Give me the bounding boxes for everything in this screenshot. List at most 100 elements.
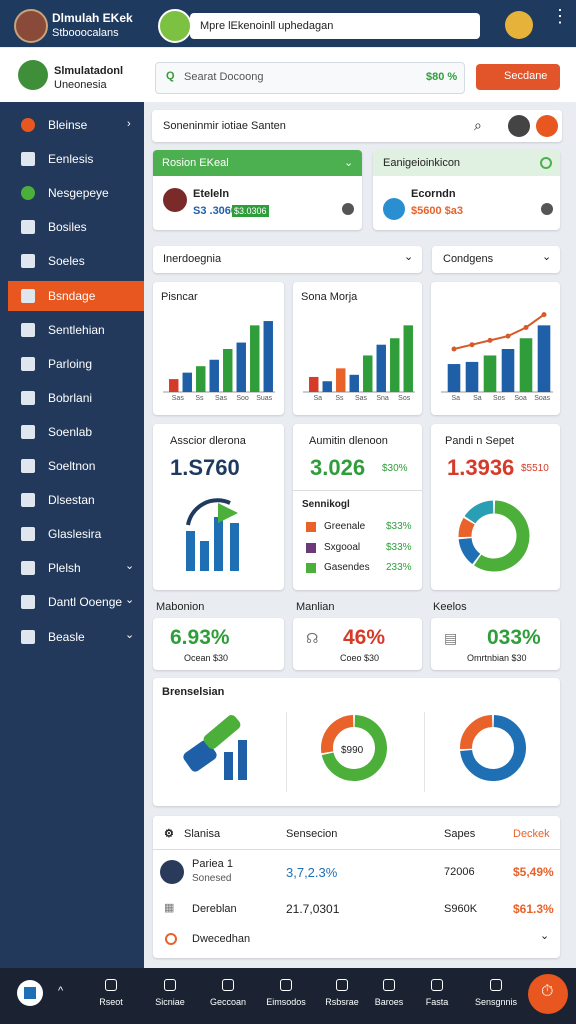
cell: Dereblan [192,903,237,915]
card-header [153,150,362,176]
nav-item[interactable]: Bobrlani [48,390,93,405]
button-label[interactable]: Secdane [504,70,548,82]
account-value: S3 .3060 [193,205,238,217]
divider [286,712,287,792]
avatar[interactable] [14,9,48,43]
fab-icon: ⏱ [541,983,554,1000]
row-avatar [160,860,184,884]
kpi-value: 6.93% [170,626,230,649]
nav-arrow: ⌄ [125,560,135,573]
cell: Pariea 1 [192,858,233,870]
nav-item[interactable]: Plelsh [48,561,81,576]
menu-dots[interactable]: ⋮ [551,6,569,26]
search-icon: Q [166,70,175,82]
card-header-text: Rosion EKeal [162,157,229,169]
table-header: Slanisa [184,828,221,840]
nav-icon[interactable] [105,979,117,991]
legend-name: Sxgooal [324,541,361,553]
bottom-nav-item[interactable]: Baroes [374,997,404,1007]
kpi-icon: ☊ [306,630,319,646]
chat-icon[interactable] [158,9,192,43]
nav-item[interactable]: Eenlesis [48,152,94,167]
bottom-nav-item[interactable]: Eimsodos [266,997,306,1007]
nav-item[interactable]: Glaslesira [48,527,102,542]
bottom-nav-item[interactable]: Rseot [99,997,123,1007]
nav-icon [21,118,35,132]
nav-item[interactable]: Soenlab [48,424,93,439]
user-avatar[interactable] [505,11,533,39]
legend-value: $33% [386,521,412,532]
nav-item[interactable]: Sentlehian [48,322,105,337]
search-value: $80 % [426,71,458,83]
bottom-nav-item[interactable]: Sicniae [155,997,185,1007]
home-icon [24,987,36,999]
panel-search-text: Soneninmir iotiae Santen [163,120,286,132]
nav-icon[interactable] [164,979,176,991]
chevron[interactable]: ⌄ [344,157,354,169]
kpi-card [153,618,284,670]
legend-name: Gasendes [324,562,370,573]
nav-icon[interactable] [222,979,234,991]
nav-arrow: ⌄ [125,594,135,607]
filter[interactable] [153,246,422,273]
avatar[interactable] [508,115,530,137]
account-badge: $3.0306 [232,205,269,217]
divider [293,490,422,491]
nav-icon[interactable] [431,979,443,991]
stat-card [431,424,560,590]
nav-icon [21,220,35,235]
bottom-nav-item[interactable]: Rsbsrae [325,997,359,1007]
chart-title: Sona Morja [301,291,358,303]
account-icon [383,198,405,220]
chart-card [293,282,422,415]
account-name: Ecorndn [411,188,456,200]
nav-icon[interactable] [383,979,395,991]
panel-search[interactable] [152,110,562,142]
app-title: Dlmulah EKek [52,11,133,25]
nav-icon[interactable] [280,979,292,991]
nav-icon [21,595,35,610]
nav-item[interactable]: Soeltnon [48,459,96,473]
kpi-value: 033% [487,626,541,649]
kpi-card [293,618,422,670]
notify[interactable] [536,115,558,137]
nav-item[interactable]: Bleinse [48,118,88,132]
action-button[interactable] [476,64,560,90]
stat-value: 1.S760 [170,455,240,480]
nav-item[interactable]: Nesgepeye [48,186,109,201]
nav-item[interactable]: Beasle [48,629,85,644]
expand[interactable]: ^ [58,985,64,997]
nav-item[interactable]: Bsndage [48,288,96,303]
chevron[interactable]: ⌄ [540,930,550,942]
nav-item[interactable]: Bosiles [48,220,87,235]
cell: 21.7,0301 [286,902,340,916]
chevron: ⌄ [404,251,414,263]
more[interactable] [541,203,553,215]
nav-icon [21,186,35,201]
table-footer[interactable]: Dwecedhan [192,933,251,945]
divider [424,712,425,792]
nav-item[interactable]: Soeles [48,254,85,269]
kpi-icon: ▤ [444,630,458,646]
nav-icon[interactable] [336,979,348,991]
overview-title: Brenselsian [162,686,225,698]
bottom-nav-item[interactable]: Sensgnnis [474,997,518,1007]
center-box[interactable] [190,13,480,39]
nav-item[interactable]: Dlsestan [48,493,95,508]
nav-icon[interactable] [490,979,502,991]
nav-icon [21,424,35,439]
brand-sub: Uneonesia [54,79,107,91]
search-field[interactable] [155,62,465,94]
fab[interactable] [528,974,568,1014]
bottom-nav-item[interactable]: Fasta [425,997,449,1007]
more[interactable] [342,203,354,215]
stat-title: Pandi n Sepet [445,435,515,447]
filter[interactable] [432,246,560,273]
nav-item[interactable]: Dantl Ooenge [48,595,123,610]
brand: Slmulatadonl [54,65,124,77]
nav-item[interactable]: Parloing [48,356,93,371]
search-icon[interactable]: ⌕ [474,117,482,133]
card-header-text: Eanigeioinkicon [383,157,461,169]
bottom-nav-item[interactable]: Geccoan [209,997,247,1007]
